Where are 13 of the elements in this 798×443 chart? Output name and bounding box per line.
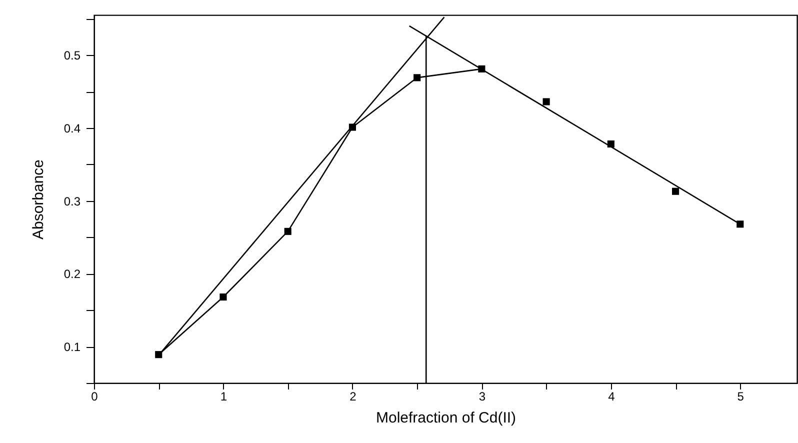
x-tick-label: 1 [220,390,228,404]
y-tick-label: 0.3 [64,194,81,208]
y-tick-label: 0.4 [64,121,81,136]
y-axis-title: Absorbance [30,159,47,240]
x-tick-label: 4 [608,390,616,404]
x-tick-label: 5 [737,390,744,404]
x-tick-label: 3 [478,390,486,404]
y-tick-label: 0.1 [64,340,81,354]
y-tick-label: 0.2 [64,267,81,282]
x-tick-label: 0 [91,390,98,404]
y-tick-label: 0.5 [64,48,81,63]
x-axis-title: Molefraction of Cd(II) [376,410,516,426]
x-tick-label: 2 [350,390,357,404]
